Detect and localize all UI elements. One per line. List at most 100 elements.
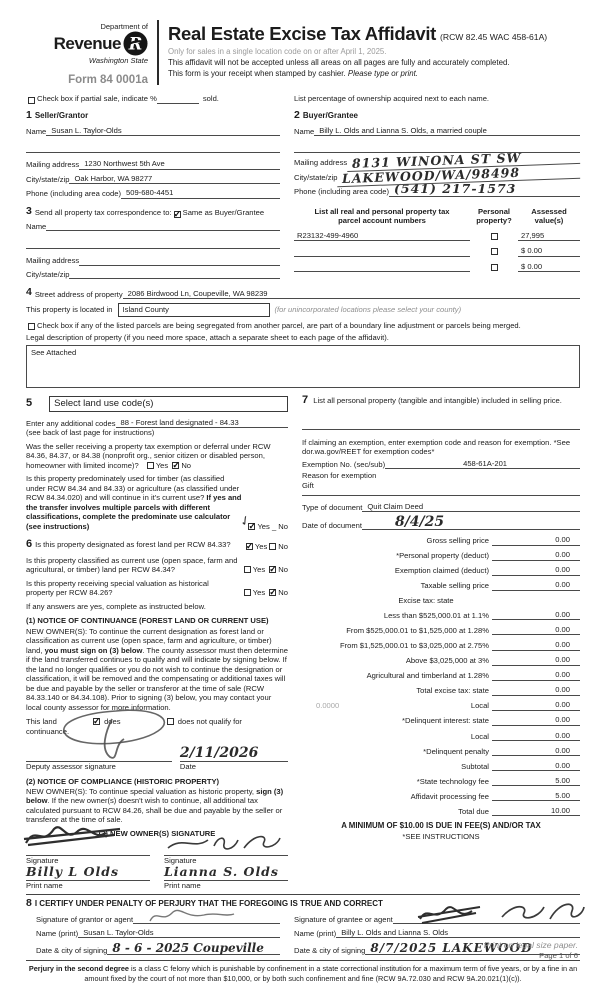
assessed-value-field[interactable]: 27,995	[518, 231, 580, 242]
print-name-label: Print name	[26, 880, 63, 890]
personal-property-list-field[interactable]	[302, 416, 580, 430]
partial-sale-percent-field[interactable]	[156, 95, 199, 104]
correspondence-mailing-field[interactable]	[79, 257, 280, 266]
exemption-intro: If claiming an exemption, enter exemptio…	[302, 437, 571, 457]
fee-row: Above $3,025,000 at 3% 0.00	[302, 655, 580, 666]
section-tax-correspondence: 3 Send all property tax correspondence t…	[26, 205, 294, 280]
fee-value[interactable]: 5.00	[492, 776, 580, 787]
additional-codes-field[interactable]: 88 - Forest land designated - 84.33	[115, 418, 288, 429]
fee-value[interactable]: 0.00	[492, 746, 580, 757]
buyer-name2-field[interactable]	[294, 144, 580, 154]
assessed-value-field[interactable]: $ 0.00	[518, 262, 580, 273]
reason-exemption-value[interactable]: Gift	[302, 480, 314, 490]
correspondence-name2-field[interactable]	[26, 240, 280, 250]
doc-date-field[interactable]: 8/4/25	[361, 515, 580, 531]
land-use-select[interactable]: Select land use code(s)	[49, 395, 288, 412]
fee-value[interactable]: 0.00	[492, 700, 580, 711]
partial-sale-checkbox[interactable]	[28, 96, 35, 104]
notice-compliance-title: (2) NOTICE OF COMPLIANCE (HISTORIC PROPE…	[26, 776, 220, 786]
fee-value[interactable]: 0.00	[492, 610, 580, 621]
county-select[interactable]: Island County	[117, 303, 270, 317]
acceptance-note: This affidavit will not be accepted unle…	[168, 57, 510, 67]
grantor-date-field[interactable]: 8 - 6 - 2025 Coupeville	[107, 942, 280, 956]
seller-citystate-field[interactable]: Oak Harbor, WA 98277	[69, 174, 280, 185]
q6a-no-checkbox[interactable]	[269, 543, 277, 551]
seller-mailing-field[interactable]: 1230 Northwest 5th Ave	[79, 159, 280, 170]
parcel-number-field[interactable]: R23132-499-4960	[294, 231, 470, 242]
fee-value[interactable]: 5.00	[492, 791, 580, 802]
seller-name-field[interactable]: Susan L. Taylor-Olds	[46, 126, 280, 137]
correspondence-citystate-field[interactable]	[69, 270, 280, 280]
q6c-no-checkbox[interactable]	[269, 587, 277, 598]
parcel-numbers-header: List all real and personal property tax p…	[314, 206, 450, 226]
legal-description-field[interactable]: See Attached	[26, 344, 580, 388]
grantor-name-field[interactable]: Susan L. Taylor-Olds	[78, 928, 280, 939]
does-qualify-checkbox[interactable]	[92, 716, 101, 727]
parcel-row: $ 0.00	[294, 246, 580, 257]
fee-value[interactable]: 0.00	[492, 670, 580, 681]
owner1-signature-line[interactable]	[26, 846, 150, 857]
fee-value[interactable]: 0.00	[492, 640, 580, 651]
signature-label: Signature	[164, 856, 197, 866]
fee-value[interactable]: 0.00	[492, 565, 580, 576]
parcel-row: R23132-499-4960 27,995	[294, 231, 580, 242]
q6a-yes-checkbox[interactable]	[245, 541, 253, 553]
fee-value[interactable]: 0.00	[492, 580, 580, 591]
q6c-yes-checkbox[interactable]	[243, 589, 251, 597]
owner2-print-field[interactable]: Lianna S. Olds	[164, 863, 279, 879]
same-as-buyer-checkbox[interactable]	[173, 209, 181, 220]
fee-value[interactable]: 10.00	[492, 806, 580, 817]
correspondence-name-field[interactable]	[46, 222, 280, 232]
fee-value[interactable]: 0.00	[492, 625, 580, 636]
rcw-reference: (RCW 82.45 WAC 458-61A)	[440, 32, 548, 42]
buyer-phone-field[interactable]: (541) 217-1573	[389, 183, 580, 197]
grantor-signature-line[interactable]	[133, 915, 280, 924]
current-use-question: Is this property classified as current u…	[26, 556, 288, 576]
fee-value[interactable]: 0.00	[492, 550, 580, 561]
buyer-section-title: Buyer/Grantee	[302, 110, 358, 120]
buyer-name-field[interactable]: Billy L. Olds and Lianna S. Olds, a marr…	[314, 126, 580, 137]
fee-row: *Delinquent interest: state 0.00	[302, 715, 580, 726]
grantee-date-field[interactable]: 8/7/2025 LAKEWOOD	[365, 942, 580, 956]
q6b-yes-checkbox[interactable]	[243, 566, 251, 574]
street-address-field[interactable]: 2086 Birdwood Ln, Coupeville, WA 98239	[122, 289, 580, 300]
fee-value[interactable]: 0.00	[492, 655, 580, 666]
fee-value[interactable]: 0.00	[492, 731, 580, 741]
sold-label: sold.	[202, 94, 219, 104]
parcel-number-field[interactable]	[294, 271, 470, 273]
page-number: Page 1 of 6	[539, 950, 578, 960]
new-owner-signature-heading: (3) NEW OWNER(S) SIGNATURE	[98, 828, 216, 838]
personal-property-checkbox[interactable]	[490, 232, 498, 240]
form-number: Form 84 0001a	[68, 73, 148, 86]
does-not-qualify-checkbox[interactable]	[166, 718, 174, 726]
personal-property-label: List all personal property (tangible and…	[313, 395, 562, 405]
fee-value[interactable]: 0.00	[492, 715, 580, 726]
owner1-print-field[interactable]: Billy L Olds	[26, 863, 119, 879]
fee-value[interactable]: 0.00	[492, 685, 580, 696]
doc-type-field[interactable]: Quit Claim Deed	[362, 502, 580, 513]
seller-phone-field[interactable]: 509-680-4451	[121, 188, 280, 199]
fee-value[interactable]: 0.00	[492, 535, 580, 546]
personal-property-checkbox[interactable]	[490, 263, 498, 271]
fee-row: *Delinquent penalty 0.00	[302, 746, 580, 757]
notice-compliance-body: NEW OWNER(S): To continue special valuat…	[26, 786, 284, 825]
q6b-no-checkbox[interactable]	[269, 564, 277, 576]
assessed-value-field[interactable]: $ 0.00	[518, 246, 580, 257]
assessor-date-field[interactable]: 2/11/2026	[179, 746, 288, 763]
exemption-no-field[interactable]: 458-61A-201	[385, 459, 580, 470]
owner2-signature-line[interactable]	[164, 846, 288, 857]
q1-no-checkbox[interactable]	[172, 460, 180, 471]
deputy-signature-line[interactable]	[26, 750, 172, 763]
personal-property-checkbox[interactable]	[490, 248, 498, 256]
grantee-signature-line[interactable]	[392, 915, 580, 924]
seller-name2-field[interactable]	[26, 144, 280, 154]
q2-yes-checkbox[interactable]	[248, 521, 256, 532]
parcel-number-field[interactable]	[294, 255, 470, 257]
fee-row: Agricultural and timberland at 1.28% 0.00	[302, 670, 580, 681]
grantee-name-field[interactable]: Billy L. Olds and Lianna S. Olds	[336, 928, 580, 939]
historic-property-question: Is this property receiving special valua…	[26, 579, 288, 599]
segregated-checkbox[interactable]	[28, 323, 35, 331]
county-note: (for unincorporated locations please sel…	[274, 305, 462, 315]
fee-value[interactable]: 0.00	[492, 761, 580, 772]
q1-yes-checkbox[interactable]	[146, 461, 154, 469]
